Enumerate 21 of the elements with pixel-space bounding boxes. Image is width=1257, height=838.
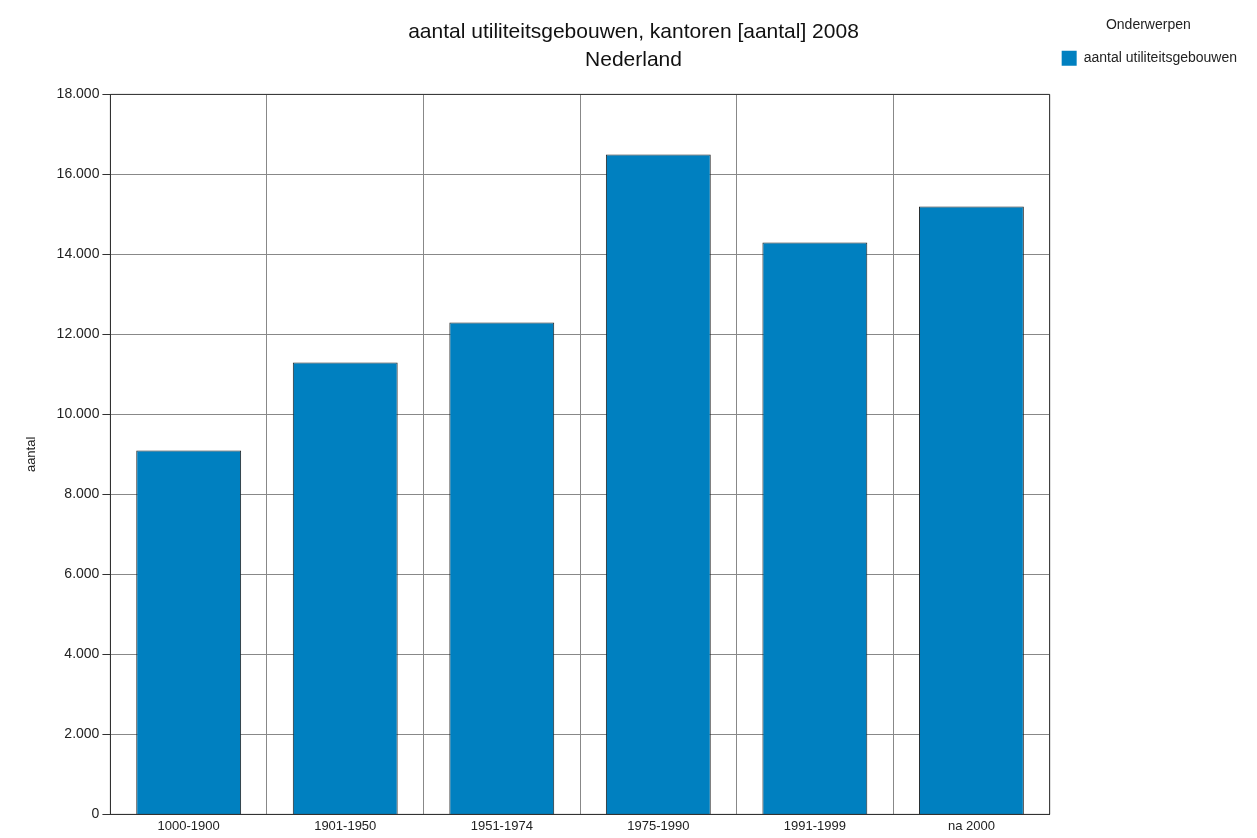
- y-tick-label: 0: [91, 805, 100, 822]
- y-axis-title: aantal: [23, 436, 39, 473]
- y-tick-label: 6.000: [64, 565, 100, 582]
- x-tick-label: 1991-1999: [783, 817, 846, 833]
- legend-title: Onderwerpen: [1105, 15, 1191, 32]
- y-tick-label: 4.000: [64, 645, 100, 662]
- x-tick-label: na 2000: [947, 817, 995, 833]
- y-tick-label: 16.000: [56, 165, 100, 182]
- legend-label: aantal utiliteitsgebouwen: [1083, 49, 1238, 66]
- x-tick-label: 1901-1950: [314, 817, 377, 833]
- y-tick-label: 8.000: [64, 485, 100, 502]
- chart-title: aantal utiliteitsgebouwen, kantoren [aantal] 2008: [408, 19, 859, 43]
- x-tick-label: 1000-1900: [157, 817, 220, 833]
- y-tick-label: 2.000: [64, 725, 100, 742]
- x-tick-label: 1951-1974: [470, 817, 533, 833]
- y-tick-label: 18.000: [56, 85, 100, 102]
- chart-subtitle: Nederland: [585, 46, 682, 70]
- y-tick-label: 14.000: [56, 245, 100, 262]
- y-tick-label: 12.000: [56, 325, 100, 342]
- x-tick-label: 1975-1990: [627, 817, 690, 833]
- y-tick-label: 10.000: [56, 405, 100, 422]
